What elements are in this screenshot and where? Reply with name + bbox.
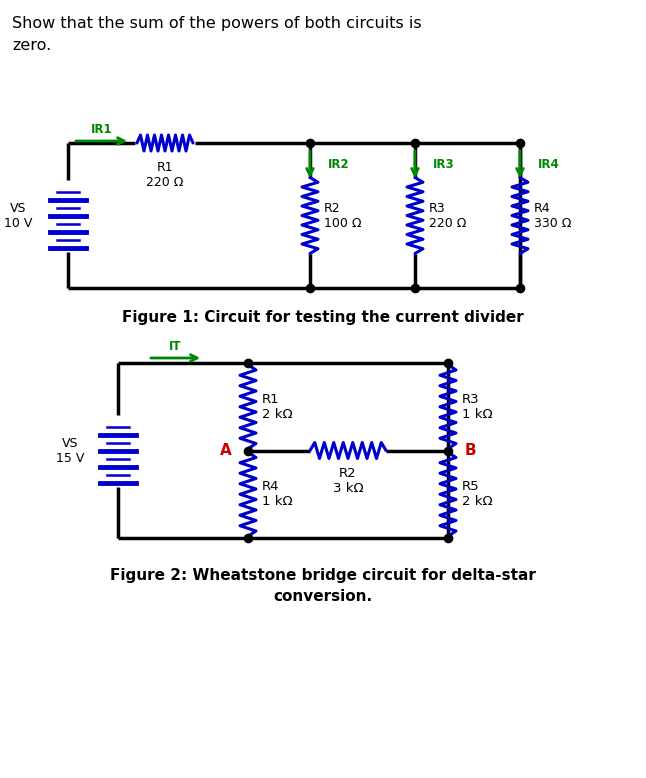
Text: Figure 2: Wheatstone bridge circuit for delta-star
conversion.: Figure 2: Wheatstone bridge circuit for … [110, 568, 536, 604]
Text: IR1: IR1 [90, 122, 112, 135]
Text: IR4: IR4 [538, 158, 559, 171]
Text: R4
1 kΩ: R4 1 kΩ [262, 480, 293, 508]
Text: VS
15 V: VS 15 V [56, 436, 84, 464]
Text: R4
330 Ω: R4 330 Ω [534, 202, 571, 230]
Text: R3
220 Ω: R3 220 Ω [429, 202, 466, 230]
Text: Figure 1: Circuit for testing the current divider: Figure 1: Circuit for testing the curren… [122, 310, 524, 325]
Text: IR2: IR2 [328, 158, 349, 171]
Text: R3
1 kΩ: R3 1 kΩ [462, 393, 493, 421]
Text: IR3: IR3 [433, 158, 455, 171]
Text: A: A [220, 443, 232, 458]
Text: Show that the sum of the powers of both circuits is
zero.: Show that the sum of the powers of both … [12, 16, 422, 53]
Text: R2
100 Ω: R2 100 Ω [324, 202, 362, 230]
Text: IT: IT [169, 339, 182, 352]
Text: R2
3 kΩ: R2 3 kΩ [333, 467, 363, 495]
Text: R5
2 kΩ: R5 2 kΩ [462, 480, 493, 508]
Text: R1
220 Ω: R1 220 Ω [146, 161, 183, 189]
Text: B: B [464, 443, 476, 458]
Text: VS
10 V: VS 10 V [4, 202, 32, 230]
Text: R1
2 kΩ: R1 2 kΩ [262, 393, 293, 421]
